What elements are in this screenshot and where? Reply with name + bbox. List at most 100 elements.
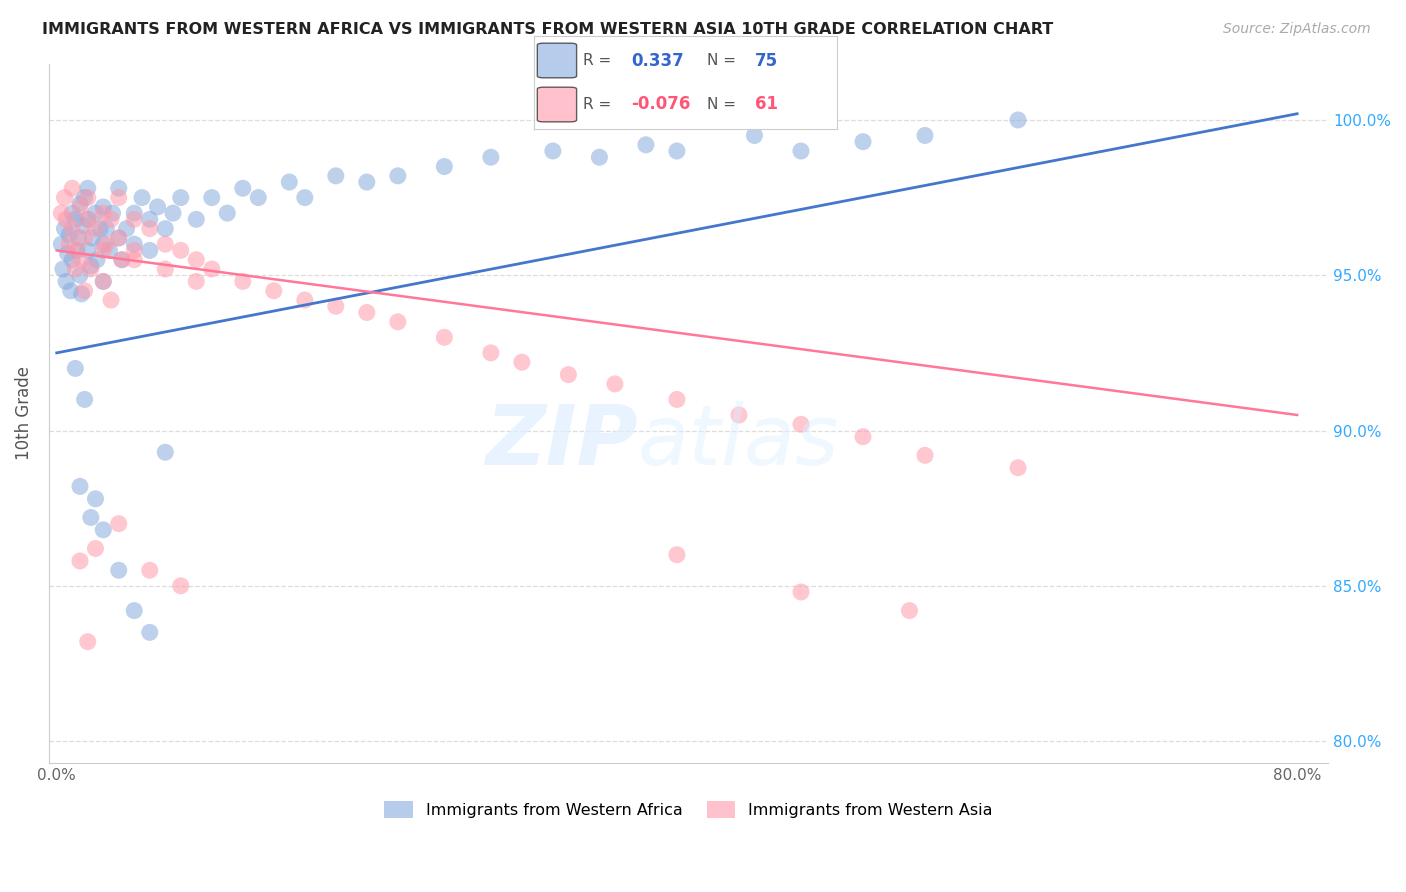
Point (76, 634, 98, 648)
Point (146, 200, 169, 214)
Point (122, 252, 145, 267)
Point (387, 169, 409, 183)
Point (73, 284, 96, 298)
Point (70, 252, 93, 267)
Point (52, 262, 75, 277)
Point (170, 244, 193, 258)
Point (76, 212, 98, 227)
Point (107, 563, 129, 577)
Point (162, 206, 184, 220)
Point (122, 237, 145, 252)
FancyBboxPatch shape (537, 87, 576, 122)
Point (67, 231, 90, 245)
Point (60, 181, 83, 195)
Point (80, 510, 103, 524)
Point (73, 191, 96, 205)
Point (479, 150, 502, 164)
Point (98, 244, 121, 258)
Point (76, 181, 98, 195)
Point (86, 252, 108, 267)
Point (155, 221, 177, 235)
Point (80, 259, 103, 273)
Point (60, 206, 83, 220)
Point (898, 604, 921, 618)
Text: R =: R = (582, 54, 616, 69)
Point (433, 330, 456, 344)
Text: 0.337: 0.337 (631, 52, 683, 70)
Point (91, 244, 114, 258)
Point (122, 244, 145, 258)
Point (76, 191, 98, 205)
Point (232, 181, 254, 195)
Point (665, 392, 688, 407)
Point (1007, 460, 1029, 475)
Point (65, 212, 87, 227)
Point (84, 221, 107, 235)
Point (115, 221, 138, 235)
Point (634, 137, 657, 152)
Point (91, 523, 114, 537)
Point (294, 191, 316, 205)
Point (107, 516, 129, 531)
Point (914, 128, 936, 143)
Point (53, 221, 76, 235)
Point (111, 252, 134, 267)
Point (790, 144, 813, 158)
Y-axis label: 10th Grade: 10th Grade (15, 367, 32, 460)
Point (1007, 112, 1029, 127)
Point (91, 275, 114, 289)
Point (325, 169, 347, 183)
Point (107, 181, 129, 195)
Text: R =: R = (582, 96, 616, 112)
Point (201, 191, 224, 205)
Point (665, 144, 688, 158)
Point (852, 430, 875, 444)
Text: atlas: atlas (637, 401, 839, 482)
Point (84, 541, 107, 556)
Point (433, 160, 456, 174)
Point (91, 275, 114, 289)
Text: ZIP: ZIP (485, 401, 637, 482)
Point (790, 585, 813, 599)
Point (557, 368, 579, 382)
Point (122, 604, 145, 618)
Point (155, 237, 177, 252)
Point (914, 448, 936, 462)
Point (100, 293, 122, 307)
Point (744, 128, 766, 143)
Point (852, 135, 875, 149)
Point (107, 231, 129, 245)
Point (73, 392, 96, 407)
Point (247, 191, 270, 205)
Point (51, 237, 73, 252)
Point (65, 361, 87, 376)
Point (122, 206, 145, 220)
Point (139, 625, 162, 640)
Point (111, 252, 134, 267)
Point (91, 200, 114, 214)
Text: Source: ZipAtlas.com: Source: ZipAtlas.com (1223, 22, 1371, 37)
Point (69, 554, 91, 568)
Point (122, 212, 145, 227)
Point (131, 191, 153, 205)
Point (479, 346, 502, 360)
Point (603, 376, 626, 391)
Point (790, 417, 813, 432)
Point (91, 206, 114, 220)
Point (139, 212, 162, 227)
Text: -0.076: -0.076 (631, 95, 690, 113)
Point (356, 175, 378, 189)
Point (60, 221, 83, 235)
Point (107, 191, 129, 205)
Point (84, 206, 107, 220)
Point (387, 315, 409, 329)
Point (69, 200, 91, 214)
Point (356, 305, 378, 319)
Text: IMMIGRANTS FROM WESTERN AFRICA VS IMMIGRANTS FROM WESTERN ASIA 10TH GRADE CORREL: IMMIGRANTS FROM WESTERN AFRICA VS IMMIGR… (42, 22, 1053, 37)
Point (58, 237, 80, 252)
Point (69, 268, 91, 283)
Point (107, 231, 129, 245)
Point (217, 206, 239, 220)
Point (69, 479, 91, 493)
Point (60, 252, 83, 267)
